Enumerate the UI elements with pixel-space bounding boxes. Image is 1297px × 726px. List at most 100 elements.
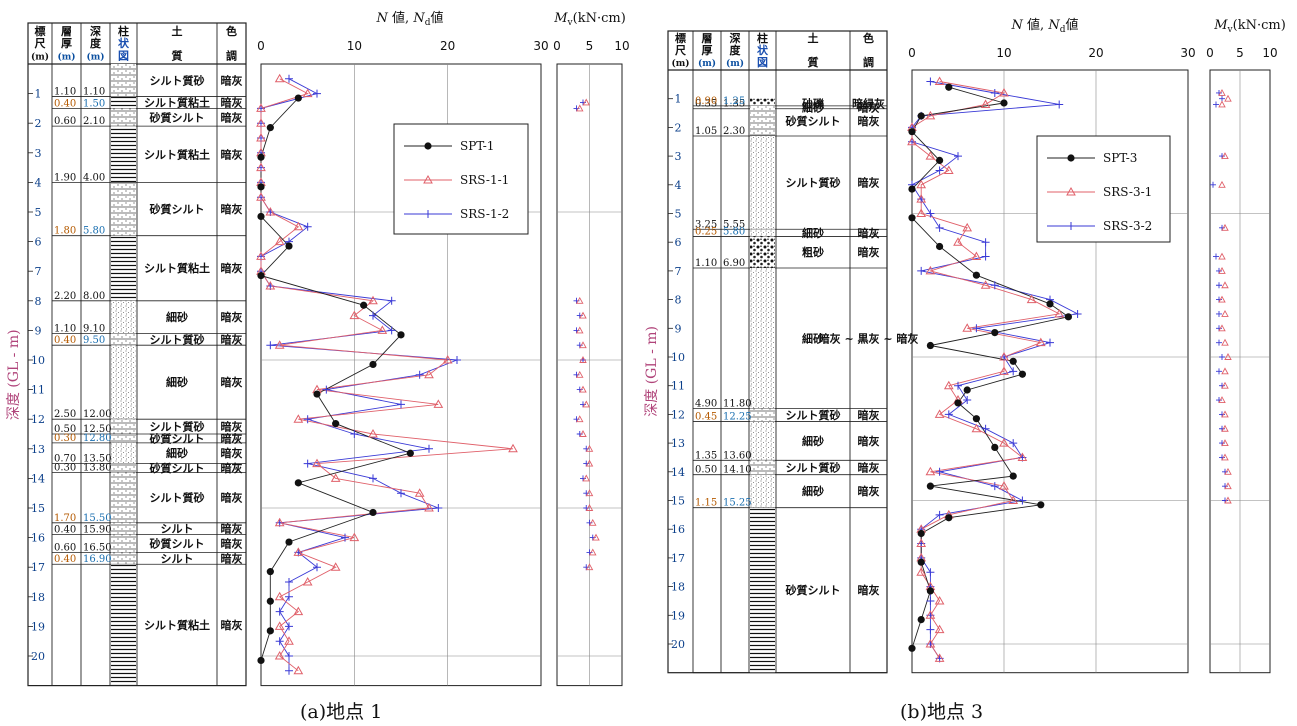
- legend-srs2-marker: [1067, 222, 1075, 230]
- n-x-tick-label: 0: [908, 46, 916, 60]
- caption-site-3: (b)地点 3: [900, 701, 984, 723]
- srs-1-triangle-marker: [284, 636, 294, 645]
- header-scale-text: 尺: [35, 37, 46, 50]
- layer-color-name: 暗灰: [221, 551, 243, 565]
- srs-2-plus-marker: [990, 88, 999, 97]
- srs-1-triangle-marker: [424, 502, 434, 512]
- spt-dot-marker: [917, 616, 925, 624]
- spt-dot-marker: [285, 538, 293, 546]
- mv-srs-1-marker: [588, 518, 597, 526]
- strata-column-fill: [111, 96, 136, 109]
- layer-color-name: 暗灰: [221, 522, 243, 536]
- strata-column-fill: [111, 108, 136, 127]
- mv-srs-1-marker: [592, 533, 600, 541]
- mv-srs-1-marker: [588, 548, 597, 556]
- strata-column-fill: [111, 126, 136, 183]
- layer-depth: 11.80: [723, 399, 752, 410]
- legend-box: [393, 123, 529, 235]
- legend-srs2-marker: [424, 210, 432, 218]
- srs-2-plus-marker: [990, 281, 999, 290]
- srs-2-plus-marker: [322, 385, 331, 394]
- spt-dot-marker: [936, 242, 944, 251]
- n-value-plot-frame: [260, 63, 542, 687]
- layer-soil-name: 粗砂: [802, 245, 824, 259]
- header-depth-text: 深: [730, 31, 741, 45]
- srs-1-triangle-marker: [256, 132, 266, 142]
- srs-1-triangle-marker: [916, 538, 927, 548]
- legend-label: SRS-1-2: [460, 207, 509, 221]
- srs-1-triangle-marker: [274, 650, 285, 660]
- mv-x-tick-label: 0: [1206, 46, 1214, 60]
- layer-color-name: 暗灰: [858, 434, 880, 448]
- layer-thickness: 0.60: [54, 116, 76, 127]
- mv-srs-1-marker: [1221, 410, 1229, 418]
- header-thick-text: 厚: [61, 37, 72, 50]
- mv-srs-1-marker: [585, 563, 594, 571]
- mv-srs-1-marker: [585, 459, 594, 467]
- layer-depth: 14.10: [723, 465, 752, 476]
- srs-2-plus-marker: [303, 459, 312, 468]
- srs-1-triangle-marker: [916, 567, 927, 576]
- srs-1-triangle-marker: [934, 624, 945, 634]
- layer-depth: 8.00: [83, 291, 105, 302]
- srs-2-plus-marker: [313, 89, 321, 98]
- strata-column-fill: [111, 345, 136, 420]
- header-soil-text: 土: [808, 31, 819, 45]
- spt-dot-marker: [945, 514, 953, 522]
- strata-column-fill: [111, 419, 136, 434]
- spt-dot-marker: [332, 420, 340, 428]
- spt-dot-marker: [926, 482, 935, 490]
- header-column-text: 状: [118, 36, 130, 50]
- strata-column-fill: [111, 235, 136, 301]
- site-a-panel: 標尺(m)層厚(m)深度(m)柱状図土質色調123456789101112131…: [6, 10, 630, 687]
- layer-depth: 2.10: [83, 116, 105, 127]
- srs-1-triangle-marker: [943, 380, 954, 390]
- depth-tick-label: 2: [675, 121, 682, 134]
- layer-color-name: 暗灰: [221, 261, 243, 275]
- strata-column-fill: [750, 229, 775, 237]
- spt-dot-marker: [917, 529, 925, 538]
- depth-tick-label: 5: [35, 206, 42, 219]
- mv-x-tick-label: 5: [1236, 46, 1244, 60]
- layer-color-name: 暗灰: [221, 332, 243, 346]
- layer-soil-name: 細砂: [802, 331, 824, 345]
- srs-1-triangle-marker: [1026, 294, 1037, 304]
- mv-srs-1-marker: [579, 430, 587, 437]
- spt-dot-marker: [257, 272, 265, 280]
- layer-depth: 6.90: [723, 258, 745, 269]
- srs-2-plus-marker: [1018, 496, 1027, 505]
- n-value-axis-title: N 値, Nd値: [1011, 17, 1079, 35]
- legend-label: SPT-1: [460, 139, 494, 153]
- layer-color-name: 暗灰: [858, 226, 880, 240]
- srs-1-triangle-marker: [433, 399, 444, 408]
- srs-1-triangle-marker: [265, 280, 276, 290]
- depth-tick-label: 6: [35, 236, 42, 249]
- mv-srs-1-marker: [1224, 482, 1232, 490]
- layer-color-name: 暗灰: [221, 147, 243, 161]
- layer-depth: 16.90: [83, 554, 112, 565]
- layer-thickness: 0.60: [54, 542, 76, 553]
- header-depth-text: 度: [90, 36, 102, 50]
- srs-2-plus-marker: [285, 578, 293, 586]
- header-soil-text: 土: [172, 24, 183, 38]
- layer-depth: 13.80: [83, 462, 112, 473]
- spt-dot-marker: [945, 83, 953, 91]
- depth-tick-label: 4: [35, 176, 42, 189]
- srs-1-triangle-marker: [424, 369, 434, 379]
- srs-1-triangle-marker: [943, 165, 954, 174]
- strata-column-fill: [750, 408, 775, 422]
- mv-srs-1-marker: [1218, 100, 1226, 108]
- srs-2-plus-marker: [1009, 439, 1018, 448]
- spt-dot-marker: [369, 508, 377, 517]
- srs-1-triangle-marker: [265, 206, 276, 216]
- srs-2-plus-marker: [926, 625, 935, 634]
- mv-srs-1-marker: [582, 98, 591, 106]
- layer-color-name: 暗灰: [858, 460, 880, 474]
- mv-srs-2-marker: [1216, 339, 1222, 346]
- depth-tick-label: 5: [675, 208, 682, 221]
- srs-2-plus-marker: [1009, 367, 1018, 376]
- spt-dot-marker: [972, 271, 981, 279]
- mv-srs-1-marker: [1221, 424, 1229, 432]
- layer-color-name: 暗灰: [221, 73, 243, 87]
- srs-1-triangle-marker: [907, 136, 917, 146]
